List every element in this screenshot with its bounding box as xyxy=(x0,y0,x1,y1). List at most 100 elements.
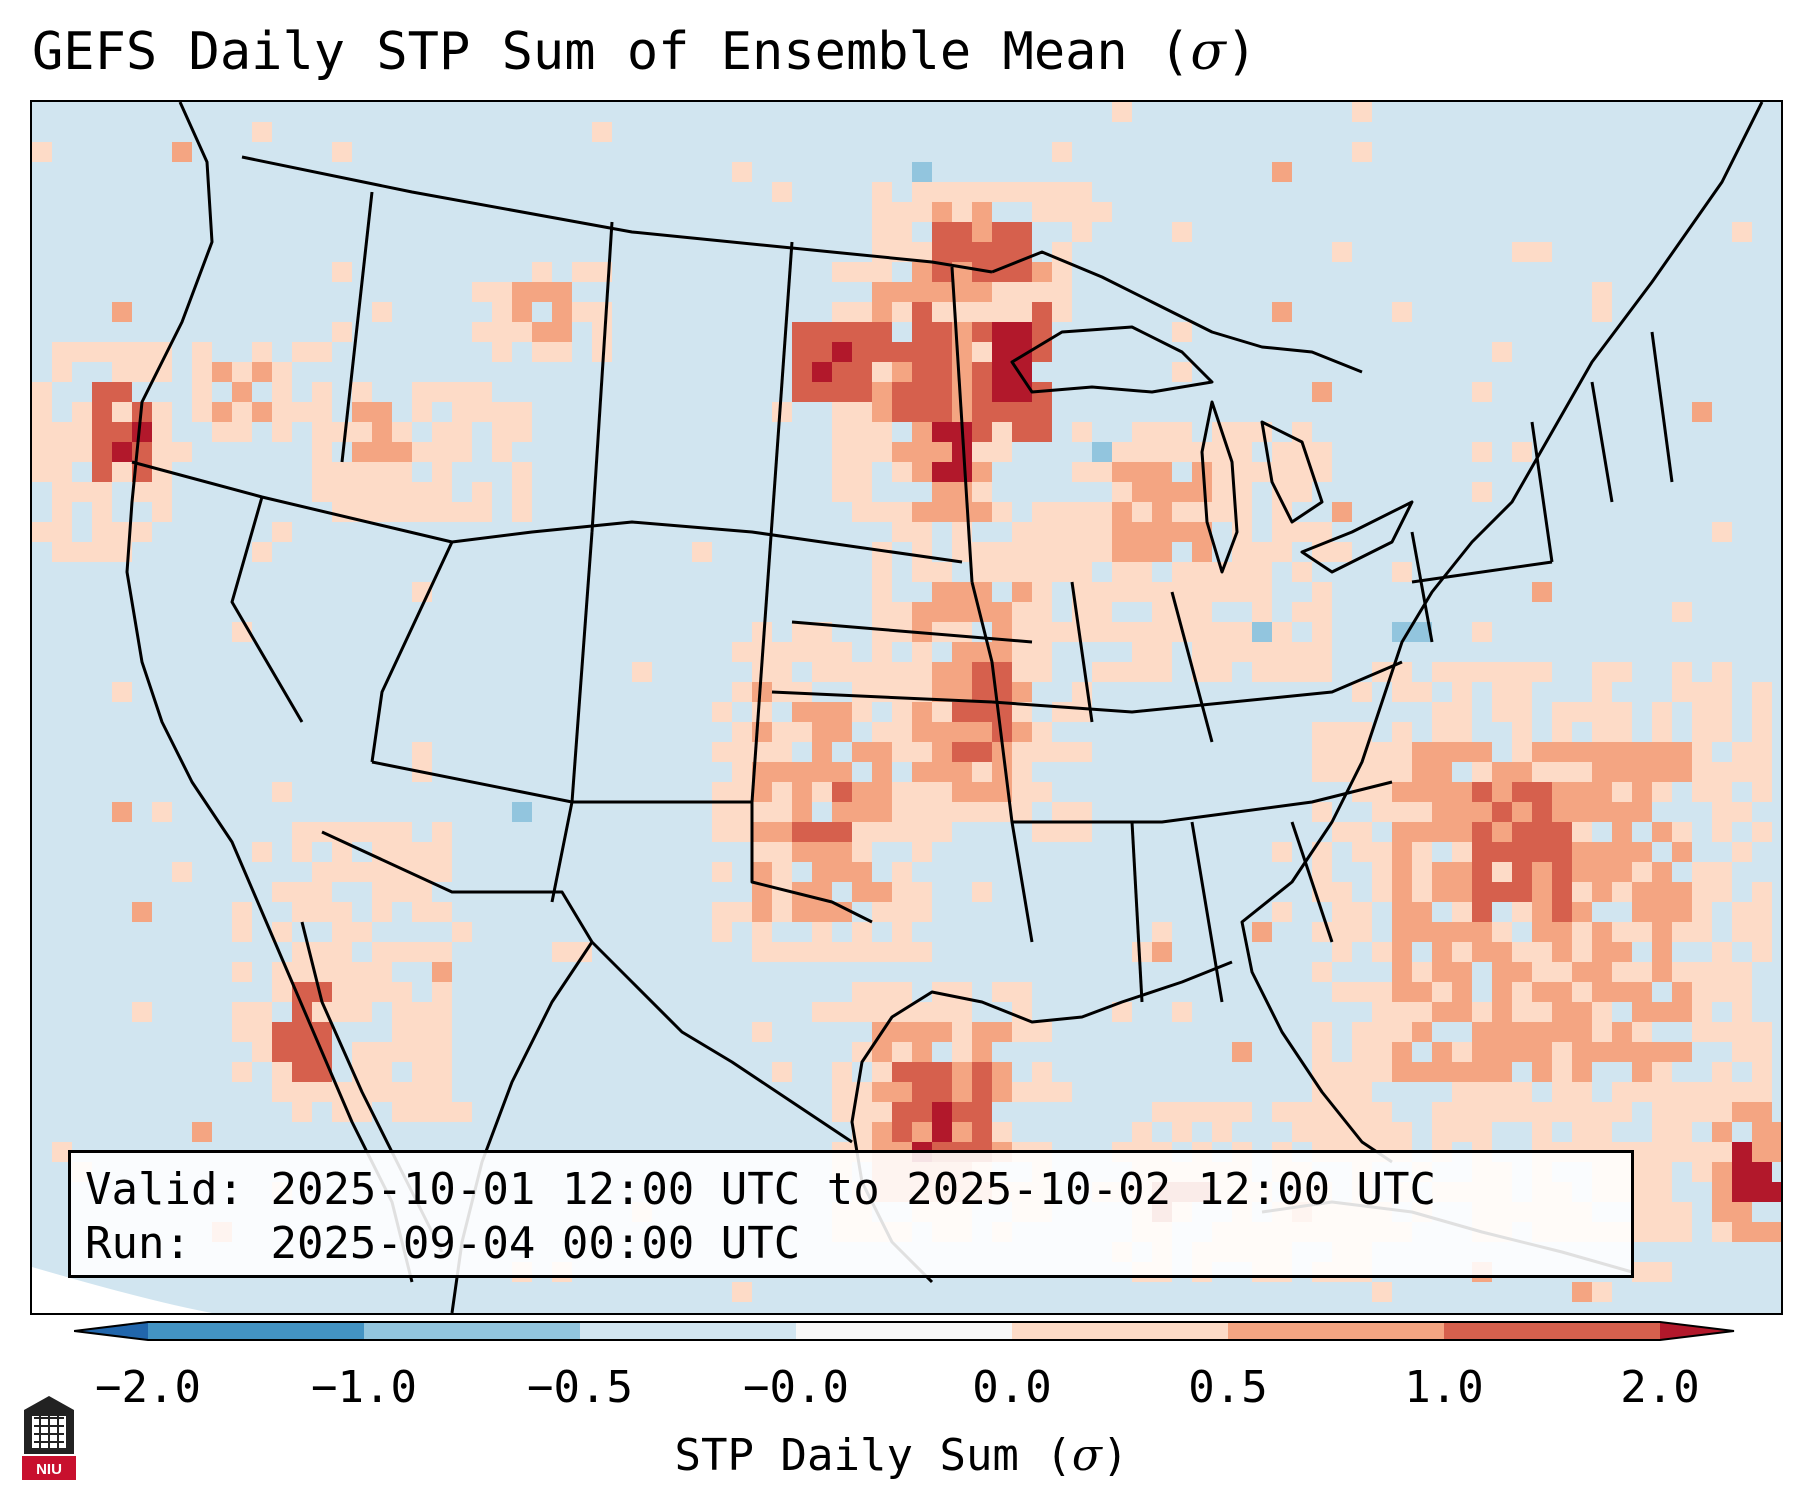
stp-cell xyxy=(1632,1002,1652,1022)
stp-cell xyxy=(1332,1122,1352,1142)
stp-cell xyxy=(852,862,872,882)
stp-cell xyxy=(312,882,332,902)
stp-cell xyxy=(1392,862,1412,882)
stp-cell xyxy=(1652,1222,1672,1242)
stp-cell xyxy=(1452,882,1472,902)
stp-cell xyxy=(912,902,932,922)
stp-cell xyxy=(952,782,972,802)
stp-cell xyxy=(1232,622,1252,642)
map-edge-wedge xyxy=(32,1267,212,1313)
stp-cell xyxy=(1332,942,1352,962)
stp-cell xyxy=(1012,602,1032,622)
stp-cell xyxy=(892,522,912,542)
stp-cell xyxy=(932,822,952,842)
stp-cell xyxy=(92,402,112,422)
colorbar-tick: −2.0 xyxy=(95,1362,201,1413)
stp-cell xyxy=(972,482,992,502)
stp-cell xyxy=(132,362,152,382)
stp-cell xyxy=(832,442,852,462)
stp-cell xyxy=(832,1062,852,1082)
stp-cell xyxy=(632,662,652,682)
stp-cell xyxy=(452,922,472,942)
stp-cell xyxy=(52,462,72,482)
colorbar-label: STP Daily Sum (σ) xyxy=(674,1430,1129,1481)
stp-cell xyxy=(472,502,492,522)
state-line-n12 xyxy=(750,802,873,924)
stp-cell xyxy=(52,502,72,522)
stp-cell xyxy=(952,362,972,382)
colorbar-segment xyxy=(1444,1322,1660,1340)
stp-cell xyxy=(372,982,392,1002)
stp-cell xyxy=(872,1062,892,1082)
stp-cell xyxy=(1712,962,1732,982)
stp-cell xyxy=(412,442,432,462)
stp-cell xyxy=(1612,662,1632,682)
stp-cell xyxy=(1392,942,1412,962)
stp-cell xyxy=(1772,1142,1781,1162)
stp-cell xyxy=(1732,1222,1752,1242)
colorbar-tick: 1.0 xyxy=(1404,1362,1484,1413)
stp-cell xyxy=(952,202,972,222)
stp-cell xyxy=(1152,642,1172,662)
stp-cell xyxy=(772,402,792,422)
stp-cell xyxy=(1472,822,1492,842)
stp-cell xyxy=(1552,702,1572,722)
stp-cell xyxy=(992,242,1012,262)
stp-cell xyxy=(192,382,212,402)
stp-cell xyxy=(1572,882,1592,902)
stp-cell xyxy=(1292,482,1312,502)
stp-cell xyxy=(752,842,772,862)
stp-cell xyxy=(1252,582,1272,602)
stp-cell xyxy=(292,902,312,922)
stp-cell xyxy=(1512,782,1532,802)
stp-cell xyxy=(1712,982,1732,1002)
stp-cell xyxy=(912,262,932,282)
stp-cell xyxy=(292,1022,312,1042)
stp-cell xyxy=(1412,842,1432,862)
stp-cell xyxy=(1632,1162,1652,1182)
stp-cell xyxy=(532,282,552,302)
state-line-n13 xyxy=(791,620,1033,644)
stp-cell xyxy=(1512,722,1532,742)
stp-cell xyxy=(332,482,352,502)
stp-cell xyxy=(1412,862,1432,882)
stp-cell xyxy=(992,422,1012,442)
stp-cell xyxy=(372,482,392,502)
stp-cell xyxy=(912,322,932,342)
stp-cell xyxy=(992,442,1012,462)
stp-cell xyxy=(932,982,952,1002)
stp-cell xyxy=(1172,582,1192,602)
stp-cell xyxy=(1712,662,1732,682)
stp-cell xyxy=(1252,422,1272,442)
stp-cell xyxy=(1592,762,1612,782)
stp-cell xyxy=(1472,1042,1492,1062)
stp-cell xyxy=(912,422,932,442)
stp-cell xyxy=(932,222,952,242)
stp-cell xyxy=(1692,862,1712,882)
stp-cell xyxy=(392,982,412,1002)
stp-cell xyxy=(752,782,772,802)
stp-cell xyxy=(752,862,772,882)
stp-cell xyxy=(872,802,892,822)
stp-cell xyxy=(1552,782,1572,802)
stp-cell xyxy=(432,1082,452,1102)
stp-cell xyxy=(132,1002,152,1022)
stp-cell xyxy=(1512,702,1532,722)
stp-cell xyxy=(1192,1102,1212,1122)
stp-cell xyxy=(892,922,912,942)
stp-cell xyxy=(352,862,372,882)
stp-cell xyxy=(1012,182,1032,202)
stp-cell xyxy=(72,342,92,362)
stp-cell xyxy=(1392,882,1412,902)
stp-cell xyxy=(1652,742,1672,762)
stp-cell xyxy=(1332,922,1352,942)
stp-cell xyxy=(112,462,132,482)
stp-cell xyxy=(932,402,952,422)
stp-cell xyxy=(1552,922,1572,942)
stp-cell xyxy=(1672,1142,1692,1162)
stp-cell xyxy=(352,962,372,982)
stp-cell xyxy=(1312,862,1332,882)
stp-cell xyxy=(1192,622,1212,642)
stp-cell xyxy=(772,942,792,962)
stp-cell xyxy=(332,1002,352,1022)
